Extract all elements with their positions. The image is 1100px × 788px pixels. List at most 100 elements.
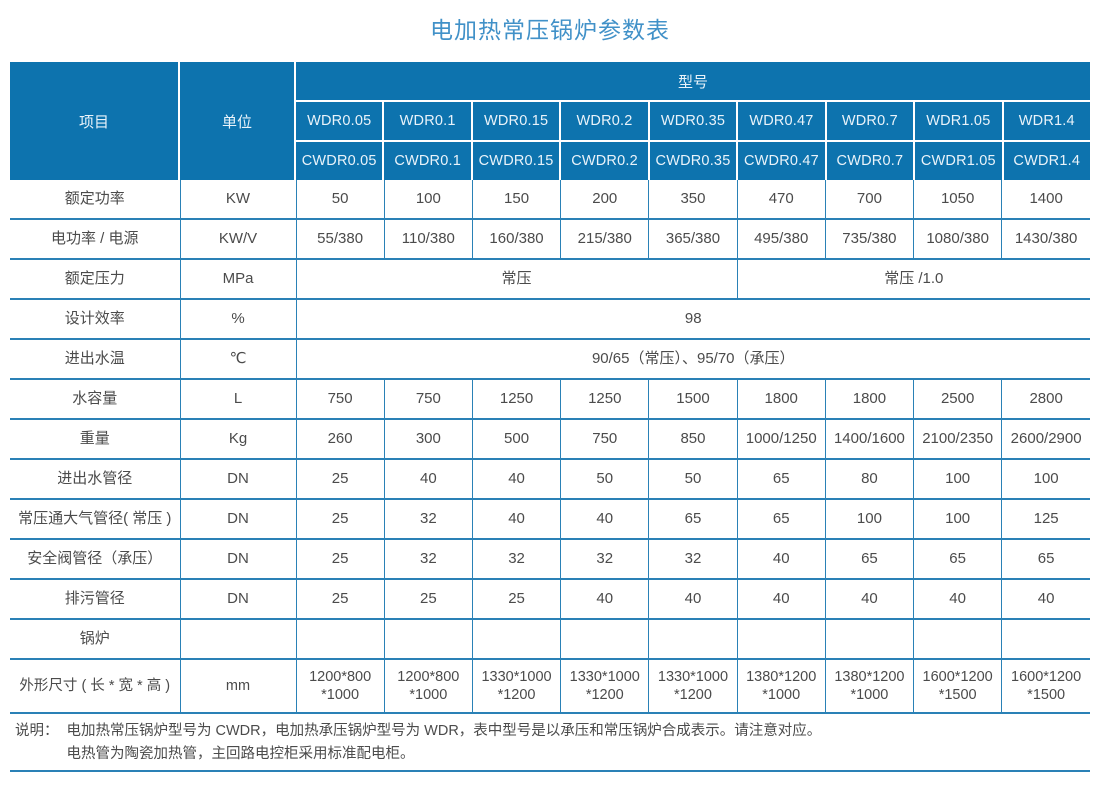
table-cell: 25 bbox=[295, 538, 385, 579]
model-header-cell: CWDR0.15 bbox=[472, 142, 560, 180]
table-cell: 1800 bbox=[824, 378, 914, 419]
model-header-cell: WDR0.35 bbox=[649, 102, 737, 140]
table-cell: 40 bbox=[1001, 578, 1090, 619]
table-cell: 150 bbox=[471, 180, 561, 219]
table-cell: 1330*1000 *1200 bbox=[560, 658, 649, 714]
table-cell: 25 bbox=[471, 578, 561, 619]
model-header-cell: CWDR0.1 bbox=[384, 142, 471, 180]
table-cell: 850 bbox=[648, 418, 738, 459]
table-cell bbox=[824, 618, 914, 659]
note-lines: 电加热常压锅炉型号为 CWDR，电加热承压锅炉型号为 WDR，表中型号是以承压和… bbox=[67, 720, 1091, 766]
table-row: 重量 Kg 260 300 500 750 850 1000/1250 1400/1600 210… bbox=[10, 418, 1090, 459]
table-cell: 2600/2900 bbox=[1001, 418, 1090, 459]
table-cell: 32 bbox=[648, 538, 738, 579]
row-label: 排污管径 bbox=[10, 578, 180, 619]
table-body: 额定功率 KW 50 100 150 200 350 470 700 1050 1400 电功率 / … bbox=[10, 180, 1090, 714]
model-header-cell: WDR1.05 bbox=[915, 102, 1002, 140]
table-header: 项目 单位 型号 WDR0.05 WDR0.1 WDR0.15 WDR0.2 WDR0.… bbox=[10, 62, 1090, 180]
table-cell bbox=[736, 618, 826, 659]
row-label: 水容量 bbox=[10, 378, 180, 419]
table-cell: 1080/380 bbox=[913, 218, 1002, 259]
table-cell: 65 bbox=[736, 458, 826, 499]
model-header-cell: CWDR1.05 bbox=[915, 142, 1002, 180]
table-cell: 40 bbox=[560, 498, 649, 539]
row-unit: KW bbox=[179, 180, 296, 219]
table-cell: 470 bbox=[736, 180, 826, 219]
model-header-cell: CWDR0.2 bbox=[561, 142, 648, 180]
table-row: 进出水管径 DN 25 40 40 50 50 65 80 100 100 bbox=[10, 458, 1090, 499]
table-cell: 98 bbox=[295, 298, 1090, 339]
header-cell-unit: 单位 bbox=[180, 62, 294, 180]
table-cell: 40 bbox=[913, 578, 1002, 619]
table-cell: 1500 bbox=[648, 378, 738, 419]
row-unit: DN bbox=[179, 578, 296, 619]
table-cell: 80 bbox=[824, 458, 914, 499]
table-row: 额定压力 MPa 常压 常压 /1.0 bbox=[10, 258, 1090, 299]
table-cell: 40 bbox=[383, 458, 473, 499]
row-unit: ℃ bbox=[179, 338, 296, 379]
model-header-cell: CWDR0.47 bbox=[738, 142, 825, 180]
model-header-cell: CWDR0.05 bbox=[296, 142, 383, 180]
row-label: 进出水管径 bbox=[10, 458, 180, 499]
row-unit: MPa bbox=[179, 258, 296, 299]
model-header-cell: WDR0.05 bbox=[296, 102, 383, 140]
table-cell: 40 bbox=[560, 578, 649, 619]
table-cell: 1330*1000 *1200 bbox=[471, 658, 561, 714]
header-cell-model: 型号 bbox=[296, 62, 1090, 100]
header-cell-item: 项目 bbox=[10, 62, 178, 180]
table-cell: 40 bbox=[648, 578, 738, 619]
table-cell: 200 bbox=[560, 180, 649, 219]
row-unit bbox=[179, 618, 296, 659]
table-cell: 32 bbox=[560, 538, 649, 579]
table-cell: 65 bbox=[648, 498, 738, 539]
table-row: 安全阀管径（承压） DN 25 32 32 32 32 40 65 65 65 bbox=[10, 538, 1090, 579]
table-cell bbox=[560, 618, 649, 659]
table-cell: 65 bbox=[824, 538, 914, 579]
table-cell: 65 bbox=[913, 538, 1002, 579]
table-cell bbox=[913, 618, 1002, 659]
table-cell: 25 bbox=[295, 458, 385, 499]
table-cell: 215/380 bbox=[560, 218, 649, 259]
table-cell: 750 bbox=[383, 378, 473, 419]
table-cell: 125 bbox=[1001, 498, 1090, 539]
table-cell: 32 bbox=[383, 538, 473, 579]
model-header-cell: CWDR0.7 bbox=[826, 142, 914, 180]
table-row: 常压通大气管径( 常压 ) DN 25 32 40 40 65 65 100 100 125 bbox=[10, 498, 1090, 539]
table-row: 外形尺寸 ( 长 * 宽 * 高 ) mm 1200*800 *1000 1200*8… bbox=[10, 658, 1090, 714]
table-cell: 700 bbox=[824, 180, 914, 219]
row-label: 外形尺寸 ( 长 * 宽 * 高 ) bbox=[10, 658, 180, 714]
table-cell bbox=[1001, 618, 1090, 659]
parameter-table: 项目 单位 型号 WDR0.05 WDR0.1 WDR0.15 WDR0.2 WDR0.… bbox=[10, 62, 1090, 772]
table-cell: 1380*1200 *1000 bbox=[824, 658, 914, 714]
row-unit: L bbox=[179, 378, 296, 419]
table-row: 电功率 / 电源 KW/V 55/380 110/380 160/380 215/380 3… bbox=[10, 218, 1090, 259]
table-cell: 100 bbox=[824, 498, 914, 539]
table-cell: 40 bbox=[824, 578, 914, 619]
table-cell: 1330*1000 *1200 bbox=[648, 658, 738, 714]
model-header-cell: CWDR0.35 bbox=[649, 142, 737, 180]
table-row: 进出水温 ℃ 90/65（常压）、95/70（承压） bbox=[10, 338, 1090, 379]
table-cell: 1200*800 *1000 bbox=[295, 658, 385, 714]
row-unit: mm bbox=[179, 658, 296, 714]
model-header-cell: WDR1.4 bbox=[1003, 102, 1090, 140]
table-cell: 25 bbox=[295, 498, 385, 539]
table-cell: 1250 bbox=[560, 378, 649, 419]
row-unit: DN bbox=[179, 538, 296, 579]
row-unit: DN bbox=[179, 458, 296, 499]
table-row: 设计效率% 98 bbox=[10, 298, 1090, 339]
table-cell: 100 bbox=[383, 180, 473, 219]
row-unit: Kg bbox=[179, 418, 296, 459]
table-cell: 1600*1200 *1500 bbox=[913, 658, 1002, 714]
table-cell: 常压 bbox=[295, 258, 738, 299]
table-cell: 50 bbox=[560, 458, 649, 499]
table-cell: 40 bbox=[736, 578, 826, 619]
table-row: 排污管径 DN 25 25 25 40 40 40 40 40 40 bbox=[10, 578, 1090, 619]
table-cell: 1200*800 *1000 bbox=[383, 658, 473, 714]
table-cell: 40 bbox=[736, 538, 826, 579]
table-cell bbox=[295, 618, 385, 659]
table-cell: 1400 bbox=[1001, 180, 1090, 219]
row-label: 安全阀管径（承压） bbox=[10, 538, 180, 579]
table-cell: 25 bbox=[295, 578, 385, 619]
page-title: 电加热常压锅炉参数表 bbox=[430, 17, 670, 43]
